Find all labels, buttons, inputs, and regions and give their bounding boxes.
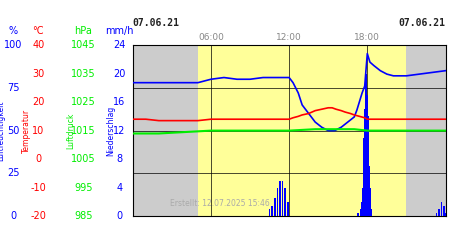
Bar bbox=[438, 209, 440, 216]
Text: Erstellt: 12.07.2025 15:46: Erstellt: 12.07.2025 15:46 bbox=[171, 199, 270, 208]
Text: 1025: 1025 bbox=[71, 97, 95, 107]
Text: °C: °C bbox=[32, 26, 44, 36]
Text: 16: 16 bbox=[113, 97, 126, 107]
Bar bbox=[357, 213, 359, 216]
Text: 1015: 1015 bbox=[71, 126, 95, 136]
Text: 0: 0 bbox=[10, 211, 17, 221]
Text: Niederschlag: Niederschlag bbox=[106, 106, 115, 156]
Bar bbox=[369, 166, 370, 216]
Text: 07.06.21: 07.06.21 bbox=[399, 18, 446, 28]
Bar bbox=[362, 188, 364, 216]
Bar bbox=[279, 180, 281, 216]
Text: 1005: 1005 bbox=[71, 154, 95, 164]
Text: 07.06.21: 07.06.21 bbox=[133, 18, 180, 28]
Bar bbox=[367, 116, 369, 216]
Bar bbox=[271, 206, 273, 216]
Text: 75: 75 bbox=[7, 83, 20, 93]
Text: Luftdruck: Luftdruck bbox=[67, 112, 76, 149]
Bar bbox=[366, 81, 368, 216]
Text: 1035: 1035 bbox=[71, 68, 95, 78]
Text: Luftfeuchtigkeit: Luftfeuchtigkeit bbox=[0, 100, 5, 161]
Text: 100: 100 bbox=[4, 40, 22, 50]
Text: 40: 40 bbox=[32, 40, 45, 50]
Text: 10: 10 bbox=[32, 126, 45, 136]
Bar bbox=[198, 45, 406, 216]
Text: 0: 0 bbox=[116, 211, 122, 221]
Text: 995: 995 bbox=[74, 183, 93, 193]
Bar bbox=[365, 74, 367, 216]
Text: 20: 20 bbox=[113, 68, 126, 78]
Text: 1045: 1045 bbox=[71, 40, 95, 50]
Text: mm/h: mm/h bbox=[105, 26, 134, 36]
Bar bbox=[363, 138, 365, 216]
Text: 12: 12 bbox=[113, 126, 126, 136]
Bar bbox=[369, 188, 371, 216]
Bar bbox=[441, 202, 442, 216]
Bar bbox=[364, 109, 365, 216]
Text: hPa: hPa bbox=[74, 26, 92, 36]
Bar bbox=[367, 95, 368, 216]
Bar bbox=[360, 209, 362, 216]
Bar bbox=[363, 166, 364, 216]
Bar bbox=[361, 202, 363, 216]
Text: 50: 50 bbox=[7, 126, 20, 136]
Text: 25: 25 bbox=[7, 168, 20, 178]
Text: 24: 24 bbox=[113, 40, 126, 50]
Text: 0: 0 bbox=[35, 154, 41, 164]
Bar bbox=[370, 209, 372, 216]
Bar bbox=[282, 180, 284, 216]
Text: 20: 20 bbox=[32, 97, 45, 107]
Text: -10: -10 bbox=[31, 183, 46, 193]
Bar bbox=[368, 145, 369, 216]
Text: 4: 4 bbox=[116, 183, 122, 193]
Text: 30: 30 bbox=[32, 68, 45, 78]
Bar bbox=[364, 88, 366, 216]
Text: 985: 985 bbox=[74, 211, 93, 221]
Bar bbox=[370, 202, 371, 216]
Bar bbox=[443, 206, 445, 216]
Bar bbox=[436, 213, 437, 216]
Bar bbox=[445, 213, 446, 216]
Bar bbox=[277, 188, 278, 216]
Text: 8: 8 bbox=[116, 154, 122, 164]
Bar bbox=[269, 209, 270, 216]
Bar bbox=[274, 198, 275, 216]
Text: Temperatur: Temperatur bbox=[22, 108, 31, 153]
Bar bbox=[284, 188, 286, 216]
Text: -20: -20 bbox=[30, 211, 46, 221]
Text: %: % bbox=[9, 26, 18, 36]
Bar bbox=[287, 202, 288, 216]
